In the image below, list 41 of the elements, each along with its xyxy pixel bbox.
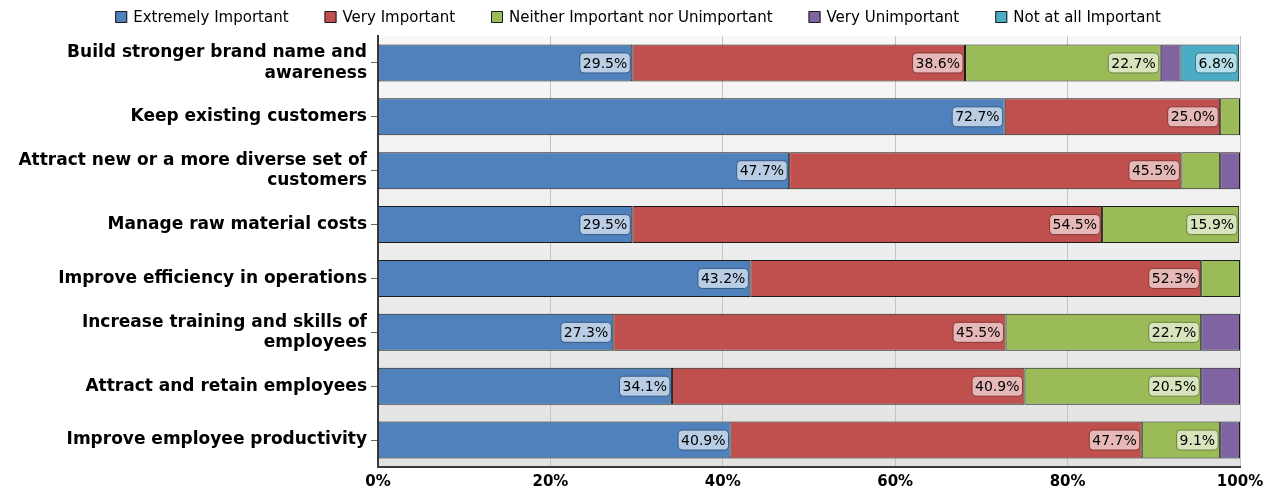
data-label: 40.9% [975,377,1020,394]
y-tick-label: Manage raw material costs [107,212,367,233]
data-label: 15.9% [1189,216,1235,233]
data-label: 22.7% [1151,323,1197,340]
legend-label: Not at all Important [1013,7,1161,26]
data-label: 6.8% [1198,54,1235,71]
data-label: 47.7% [739,162,785,179]
data-label: 29.5% [582,54,628,71]
data-label: 38.6% [915,54,961,71]
data-label: 9.1% [1179,431,1216,448]
legend-label: Extremely Important [133,7,289,26]
data-label: 34.1% [622,377,667,394]
x-tick-label: 40% [704,471,741,490]
y-tick-label: Attract new or a more diverse set of customers [18,148,368,190]
legend-label: Neither Important nor Unimportant [509,7,773,26]
data-label: 47.7% [1092,431,1137,448]
y-tick-label: Increase training and skills of employees [81,310,368,351]
x-tick-label: 20% [532,471,569,490]
y-tick-label: Improve employee productivity [66,428,367,449]
x-tick-label: 80% [1049,471,1086,490]
x-tick-label: 60% [877,471,914,490]
y-tick-label: Improve efficiency in operations [58,266,367,287]
data-label: 45.5% [956,323,1001,340]
data-label: 25.0% [1170,108,1216,125]
y-tick-label: Attract and retain employees [85,374,367,395]
data-label: 54.5% [1052,216,1098,233]
data-label: 22.7% [1111,54,1156,71]
data-label: 72.7% [955,108,1000,125]
data-label: 29.5% [582,216,628,233]
data-label: 45.5% [1131,162,1177,179]
legend-label: Very Important [342,7,456,26]
data-label: 43.2% [700,270,746,287]
x-tick-label: 100% [1216,471,1264,490]
x-tick-label: 0% [365,471,391,490]
data-label: 20.5% [1151,377,1197,394]
data-label: 52.3% [1151,270,1197,287]
data-label: 40.9% [681,431,726,448]
y-tick-label: Build stronger brand name and awareness [67,41,367,82]
y-tick-label: Keep existing customers [130,105,367,126]
legend-label: Very Unimportant [826,7,960,26]
data-label: 27.3% [563,323,609,340]
